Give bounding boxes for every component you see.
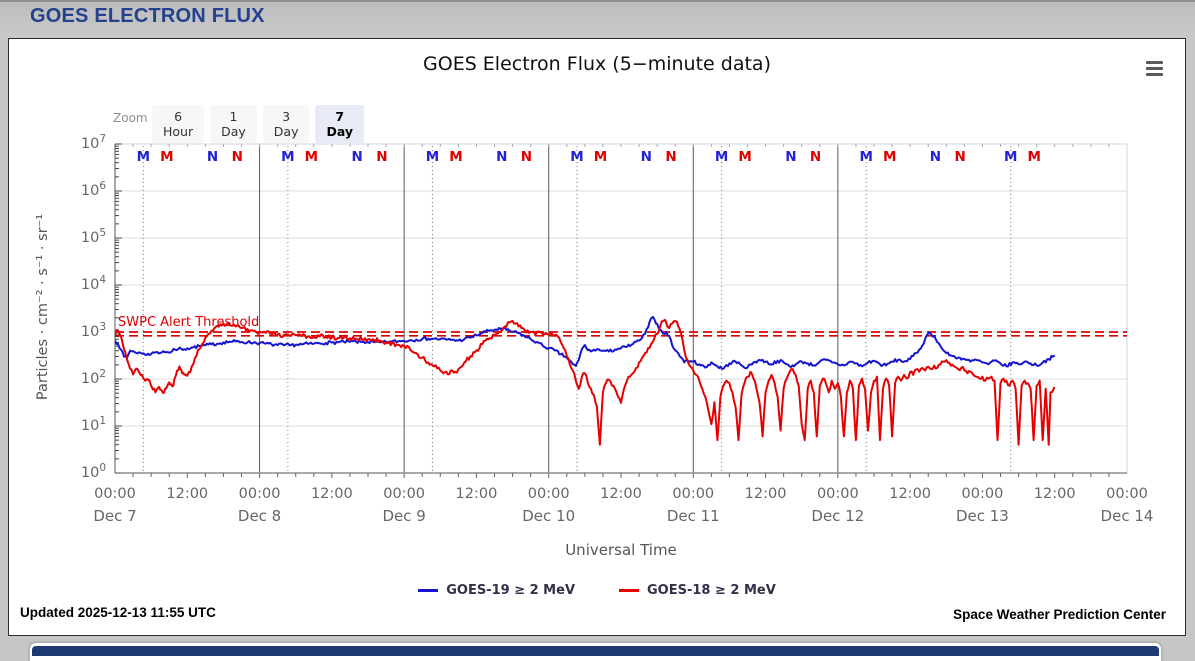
goes18-line-swatch xyxy=(619,589,639,592)
x-tick-time-label: 12:00 xyxy=(600,486,642,502)
x-tick-date-label: Dec 13 xyxy=(955,507,1009,525)
zoom-buttons: 6 Hour 1 Day 3 Day 7 Day xyxy=(152,105,365,143)
y-tick-label: 100 xyxy=(80,462,106,481)
legend-item-goes19[interactable]: GOES-19 ≥ 2 MeV xyxy=(418,583,575,598)
x-tick-date-label: Dec 10 xyxy=(522,507,576,525)
swpc-alert-threshold-label: SWPC Alert Threshold xyxy=(118,315,260,330)
x-tick-time-label: 00:00 xyxy=(816,486,859,502)
x-tick-time-label: 12:00 xyxy=(1033,486,1076,502)
y-tick-label: 103 xyxy=(80,321,106,340)
x-tick-time-label: 12:00 xyxy=(455,486,498,502)
chart-title: GOES Electron Flux (5−minute data) xyxy=(423,53,771,75)
page-header: GOES ELECTRON FLUX xyxy=(0,0,1195,40)
x-tick-date-label: Dec 7 xyxy=(93,507,137,525)
hamburger-menu-icon[interactable] xyxy=(1146,61,1165,77)
x-tick-time-label: 00:00 xyxy=(94,486,136,502)
chart-legend: GOES-19 ≥ 2 MeV GOES-18 ≥ 2 MeV xyxy=(8,583,1186,598)
next-section-panel xyxy=(28,641,1163,661)
x-tick-time-label: 00:00 xyxy=(383,486,426,502)
menu-bar xyxy=(1146,72,1163,76)
y-tick-label: 104 xyxy=(80,274,106,293)
zoom-3day-button[interactable]: 3 Day xyxy=(262,105,310,143)
zoom-1day-button[interactable]: 1 Day xyxy=(210,105,257,143)
page-title: GOES ELECTRON FLUX xyxy=(30,5,265,27)
x-tick-time-label: 12:00 xyxy=(310,486,353,502)
x-tick-date-label: Dec 12 xyxy=(811,507,865,525)
x-tick-date-label: Dec 11 xyxy=(666,507,720,525)
source-attribution: Space Weather Prediction Center xyxy=(953,607,1166,622)
goes18-legend-label: GOES-18 ≥ 2 MeV xyxy=(647,583,776,598)
x-tick-time-label: 12:00 xyxy=(166,486,209,502)
x-tick-time-label: 12:00 xyxy=(744,486,787,502)
zoom-7day-button[interactable]: 7 Day xyxy=(315,105,365,143)
x-tick-date-label: Dec 9 xyxy=(382,507,426,525)
y-axis-title: Particles · cm⁻² · s⁻¹ · sr⁻¹ xyxy=(35,213,51,401)
updated-timestamp: Updated 2025-12-13 11:55 UTC xyxy=(20,605,216,620)
y-tick-label: 102 xyxy=(80,368,106,387)
x-tick-date-label: Dec 8 xyxy=(237,507,282,525)
y-tick-label: 106 xyxy=(80,180,106,199)
x-tick-time-label: 00:00 xyxy=(238,486,281,502)
zoom-6hour-button[interactable]: 6 Hour xyxy=(152,105,205,143)
zoom-label: Zoom xyxy=(113,111,148,125)
y-tick-label: 107 xyxy=(80,133,106,152)
x-tick-time-label: 00:00 xyxy=(672,486,715,502)
goes19-line-swatch xyxy=(418,589,439,592)
goes19-legend-label: GOES-19 ≥ 2 MeV xyxy=(446,583,575,598)
x-tick-time-label: 00:00 xyxy=(1106,486,1148,502)
x-tick-time-label: 00:00 xyxy=(961,486,1004,502)
x-tick-time-label: 00:00 xyxy=(527,486,570,502)
y-tick-label: 101 xyxy=(80,415,106,434)
menu-bar xyxy=(1146,61,1163,65)
menu-bar xyxy=(1146,66,1163,70)
next-section-header-bar xyxy=(32,646,1159,656)
x-axis-title: Universal Time xyxy=(565,541,677,559)
legend-item-goes18[interactable]: GOES-18 ≥ 2 MeV xyxy=(619,583,776,598)
x-tick-time-label: 12:00 xyxy=(889,486,932,502)
x-tick-date-label: Dec 14 xyxy=(1100,507,1154,525)
y-tick-label: 105 xyxy=(80,227,106,246)
